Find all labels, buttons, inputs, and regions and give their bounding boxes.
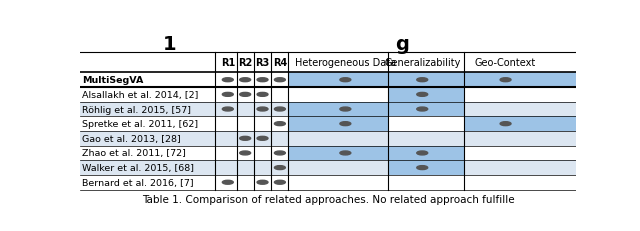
Bar <box>388 161 465 175</box>
Bar <box>288 88 388 102</box>
Circle shape <box>275 78 285 82</box>
Bar <box>388 175 465 190</box>
Text: R4: R4 <box>273 58 287 68</box>
Bar <box>465 175 576 190</box>
Bar <box>388 146 465 161</box>
Bar <box>465 88 576 102</box>
Circle shape <box>222 93 233 97</box>
Bar <box>80 102 288 117</box>
Bar <box>388 73 465 88</box>
Text: R1: R1 <box>221 58 235 68</box>
Circle shape <box>257 180 268 184</box>
Bar <box>288 117 388 131</box>
Text: Spretke et al. 2011, [62]: Spretke et al. 2011, [62] <box>82 120 198 129</box>
Bar <box>465 117 576 131</box>
Circle shape <box>257 78 268 82</box>
Circle shape <box>275 151 285 155</box>
Bar <box>388 117 465 131</box>
Circle shape <box>257 93 268 97</box>
Bar <box>288 73 388 88</box>
Bar <box>80 131 288 146</box>
Circle shape <box>500 122 511 126</box>
Circle shape <box>240 93 251 97</box>
Circle shape <box>257 137 268 141</box>
Circle shape <box>275 122 285 126</box>
Circle shape <box>417 108 428 112</box>
Circle shape <box>417 78 428 82</box>
Circle shape <box>500 78 511 82</box>
Circle shape <box>275 180 285 184</box>
Bar <box>465 161 576 175</box>
Bar <box>388 88 465 102</box>
Circle shape <box>275 166 285 170</box>
Bar <box>388 131 465 146</box>
Circle shape <box>417 166 428 170</box>
Bar <box>288 131 388 146</box>
Circle shape <box>257 108 268 112</box>
Text: 1: 1 <box>163 35 176 54</box>
Text: R3: R3 <box>255 58 269 68</box>
Circle shape <box>275 108 285 112</box>
Circle shape <box>222 78 233 82</box>
Bar <box>80 175 288 190</box>
Text: MultiSegVA: MultiSegVA <box>82 76 143 85</box>
Bar <box>80 88 288 102</box>
Circle shape <box>222 108 233 112</box>
Bar <box>465 146 576 161</box>
Text: R2: R2 <box>238 58 252 68</box>
Bar <box>465 102 576 117</box>
Bar <box>80 146 288 161</box>
Circle shape <box>340 108 351 112</box>
Circle shape <box>417 93 428 97</box>
Circle shape <box>240 137 251 141</box>
Circle shape <box>417 151 428 155</box>
Text: Generalizability: Generalizability <box>384 58 460 68</box>
Circle shape <box>240 151 251 155</box>
Bar <box>288 175 388 190</box>
Text: Walker et al. 2015, [68]: Walker et al. 2015, [68] <box>82 163 194 172</box>
Circle shape <box>240 78 251 82</box>
Text: g: g <box>396 35 410 54</box>
Text: Zhao et al. 2011, [72]: Zhao et al. 2011, [72] <box>82 149 186 158</box>
Bar <box>465 131 576 146</box>
Text: Heterogeneous Data: Heterogeneous Data <box>295 58 396 68</box>
Circle shape <box>340 151 351 155</box>
Bar <box>465 73 576 88</box>
Text: Röhlig et al. 2015, [57]: Röhlig et al. 2015, [57] <box>82 105 191 114</box>
Bar <box>288 102 388 117</box>
Circle shape <box>340 78 351 82</box>
Text: Table 1. Comparison of related approaches. No related approach fulfille: Table 1. Comparison of related approache… <box>141 194 515 204</box>
Bar <box>80 73 288 88</box>
Bar <box>288 146 388 161</box>
Circle shape <box>340 122 351 126</box>
Circle shape <box>222 180 233 184</box>
Text: Bernard et al. 2016, [7]: Bernard et al. 2016, [7] <box>82 178 194 187</box>
Text: Alsallakh et al. 2014, [2]: Alsallakh et al. 2014, [2] <box>82 91 198 99</box>
Bar <box>388 102 465 117</box>
Text: Gao et al. 2013, [28]: Gao et al. 2013, [28] <box>82 134 180 143</box>
Bar <box>80 161 288 175</box>
Text: Geo-Context: Geo-Context <box>475 58 536 68</box>
Bar <box>80 117 288 131</box>
Bar <box>288 161 388 175</box>
Bar <box>80 53 576 73</box>
